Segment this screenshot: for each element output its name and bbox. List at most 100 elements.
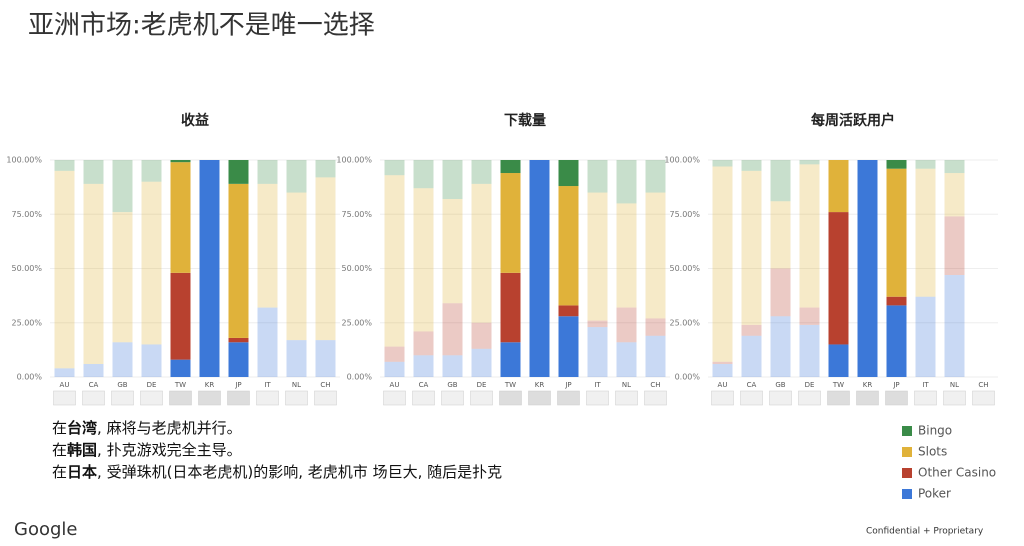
bar-segment <box>112 342 133 377</box>
bar-segment <box>741 324 762 336</box>
y-tick-label: 25.00% <box>341 318 372 327</box>
footer-note: Confidential + Proprietary <box>866 527 984 537</box>
bar-segment <box>558 186 579 306</box>
y-tick-label: 25.00% <box>11 318 42 327</box>
bar-segment <box>413 188 434 332</box>
x-tick-label: TW <box>504 381 516 389</box>
note-text: , 受弹珠机(日本老虎机)的影响, 老虎机市 场巨大, 随后是扑克 <box>97 463 502 481</box>
bar-segment <box>442 199 463 304</box>
bar-segment <box>228 160 249 184</box>
flag <box>885 390 908 406</box>
bar-segment <box>944 173 965 217</box>
flag <box>615 390 638 406</box>
note-text: , 麻将与老虎机并行。 <box>97 419 242 437</box>
x-tick-label: NL <box>292 381 301 389</box>
bar-segment <box>645 192 666 319</box>
x-tick-label: CA <box>419 381 429 389</box>
brand: Google <box>14 519 77 540</box>
x-tick-label: JP <box>892 381 899 389</box>
bar-segment <box>616 160 637 204</box>
bar-segment <box>54 160 75 171</box>
y-tick-label: 100.00% <box>336 156 372 165</box>
x-tick-label: DE <box>477 381 487 389</box>
flag <box>711 390 734 406</box>
bar-segment <box>558 160 579 187</box>
bar-segment <box>384 160 405 176</box>
flag <box>499 390 522 406</box>
note-text: 日本 <box>67 463 97 481</box>
flag <box>82 390 105 406</box>
x-tick-label: KR <box>863 381 873 389</box>
flag <box>140 390 163 406</box>
x-tick-label: JP <box>234 381 241 389</box>
bar-segment <box>529 160 550 377</box>
x-tick-label: TW <box>832 381 844 389</box>
legend-swatch <box>902 489 912 499</box>
bar-segment <box>315 340 336 377</box>
bar-segment <box>170 162 191 273</box>
bar-segment <box>442 355 463 377</box>
x-tick-label: AU <box>718 381 728 389</box>
note-text: , 扑克游戏完全主导。 <box>97 441 242 459</box>
slide-title: 亚洲市场:老虎机不是唯一选择 <box>28 11 375 41</box>
chart-title: 收益 <box>181 112 209 129</box>
bar-segment <box>587 320 608 328</box>
flag <box>53 390 76 406</box>
bar-segment <box>886 160 907 169</box>
y-tick-label: 100.00% <box>664 156 700 165</box>
bar-segment <box>257 183 278 308</box>
bar-segment <box>141 181 162 345</box>
bar-segment <box>471 348 492 377</box>
x-tick-label: IT <box>922 381 929 389</box>
bar-segment <box>944 160 965 174</box>
bar-segment <box>915 160 936 169</box>
bar-segment <box>828 344 849 377</box>
chart-title: 每周活跃用户 <box>811 112 895 129</box>
bar-segment <box>141 344 162 377</box>
bar-segment <box>741 335 762 377</box>
x-tick-label: TW <box>174 381 186 389</box>
bar-segment <box>442 303 463 356</box>
bar-segment <box>587 160 608 193</box>
y-tick-label: 50.00% <box>669 264 700 273</box>
bar-segment <box>944 275 965 377</box>
bar-segment <box>286 192 307 341</box>
x-tick-label: IT <box>264 381 271 389</box>
legend-swatch <box>902 468 912 478</box>
x-tick-label: DE <box>147 381 157 389</box>
x-tick-label: JP <box>564 381 571 389</box>
flag <box>111 390 134 406</box>
legend-label: Other Casino <box>918 466 996 480</box>
bar-segment <box>500 160 521 174</box>
legend-swatch <box>902 426 912 436</box>
bar-segment <box>384 346 405 362</box>
x-tick-label: CH <box>650 381 660 389</box>
x-tick-label: CH <box>978 381 988 389</box>
bar-segment <box>770 201 791 269</box>
bar-segment <box>712 361 733 364</box>
bar-segment <box>315 177 336 341</box>
x-tick-label: GB <box>775 381 785 389</box>
bar-segment <box>828 212 849 345</box>
flag <box>586 390 609 406</box>
x-tick-label: KR <box>205 381 215 389</box>
bar-segment <box>886 296 907 306</box>
bar-segment <box>170 359 191 377</box>
y-tick-label: 75.00% <box>669 210 700 219</box>
flag <box>470 390 493 406</box>
bar-segment <box>315 160 336 178</box>
legend-label: Poker <box>918 487 951 501</box>
flag <box>169 390 192 406</box>
y-tick-label: 25.00% <box>669 318 700 327</box>
bar-segment <box>83 160 104 184</box>
bar-segment <box>857 160 878 377</box>
x-tick-label: NL <box>950 381 959 389</box>
bar-segment <box>170 272 191 360</box>
chart-title: 下载量 <box>504 112 546 129</box>
bar-segment <box>558 316 579 377</box>
bar-segment <box>442 160 463 200</box>
flag <box>412 390 435 406</box>
bar-segment <box>587 192 608 321</box>
bar-segment <box>54 368 75 377</box>
bar-segment <box>616 203 637 308</box>
